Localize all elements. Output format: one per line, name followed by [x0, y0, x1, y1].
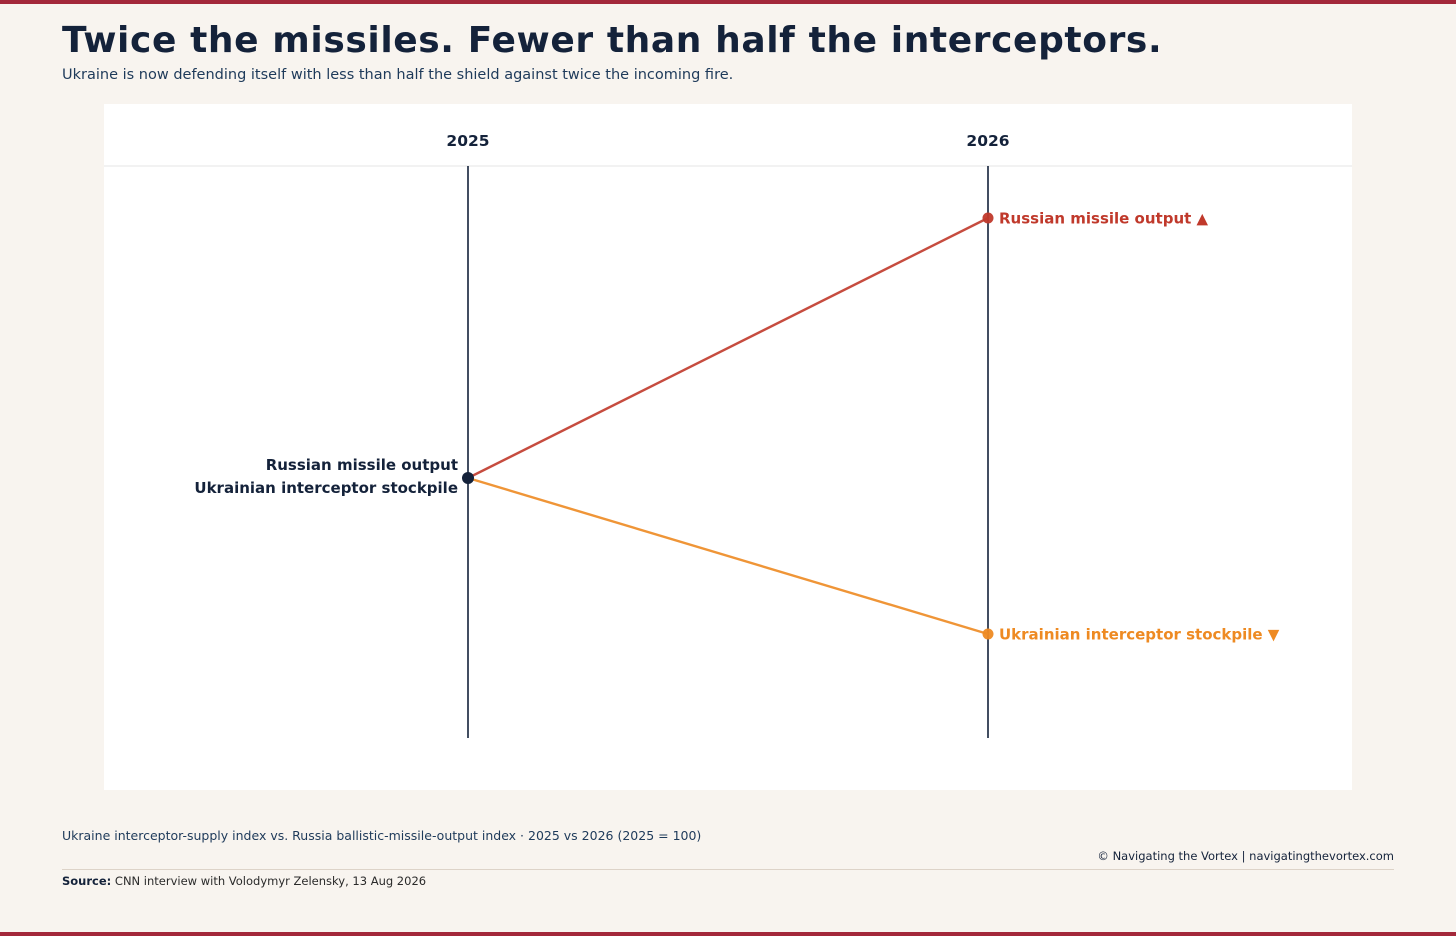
start-point — [462, 472, 474, 484]
source-note: Source: CNN interview with Volodymyr Zel… — [62, 874, 426, 888]
end-label-ukrainian-interceptor-stockpile: Ukrainian interceptor stockpile ▼ — [999, 626, 1280, 644]
start-label-ukrainian-interceptor-stockpile: Ukrainian interceptor stockpile — [194, 479, 458, 497]
chart-panel: 2025 2026 Russian missile output ▲ Ukrainia… — [104, 104, 1352, 790]
bottom-accent-bar — [0, 932, 1456, 936]
axis-label-2025: 2025 — [446, 132, 489, 150]
chart-title: Twice the missiles. Fewer than half the … — [62, 20, 1163, 61]
source-label: Source: — [62, 874, 112, 888]
axis-label-2026: 2026 — [966, 132, 1009, 150]
chart-caption: Ukraine interceptor-supply index vs. Rus… — [62, 828, 702, 843]
end-point-russian-missile-output — [982, 212, 994, 224]
copyright-notice: © Navigating the Vortex | navigatingthev… — [1097, 849, 1394, 863]
end-label-russian-missile-output: Russian missile output ▲ — [999, 210, 1209, 228]
top-accent-bar — [0, 0, 1456, 4]
source-text: CNN interview with Volodymyr Zelensky, 1… — [114, 874, 427, 888]
start-label-russian-missile-output: Russian missile output — [266, 456, 458, 474]
slope-chart: 2025 2026 Russian missile output ▲ Ukrainia… — [104, 132, 1352, 738]
series-line-russian-missile-output — [467, 216, 989, 480]
series-line-ukrainian-interceptor-stockpile — [467, 476, 989, 636]
chart-subtitle: Ukraine is now defending itself with les… — [62, 67, 734, 83]
footer-divider — [62, 869, 1394, 870]
end-point-ukrainian-interceptor-stockpile — [982, 628, 994, 640]
